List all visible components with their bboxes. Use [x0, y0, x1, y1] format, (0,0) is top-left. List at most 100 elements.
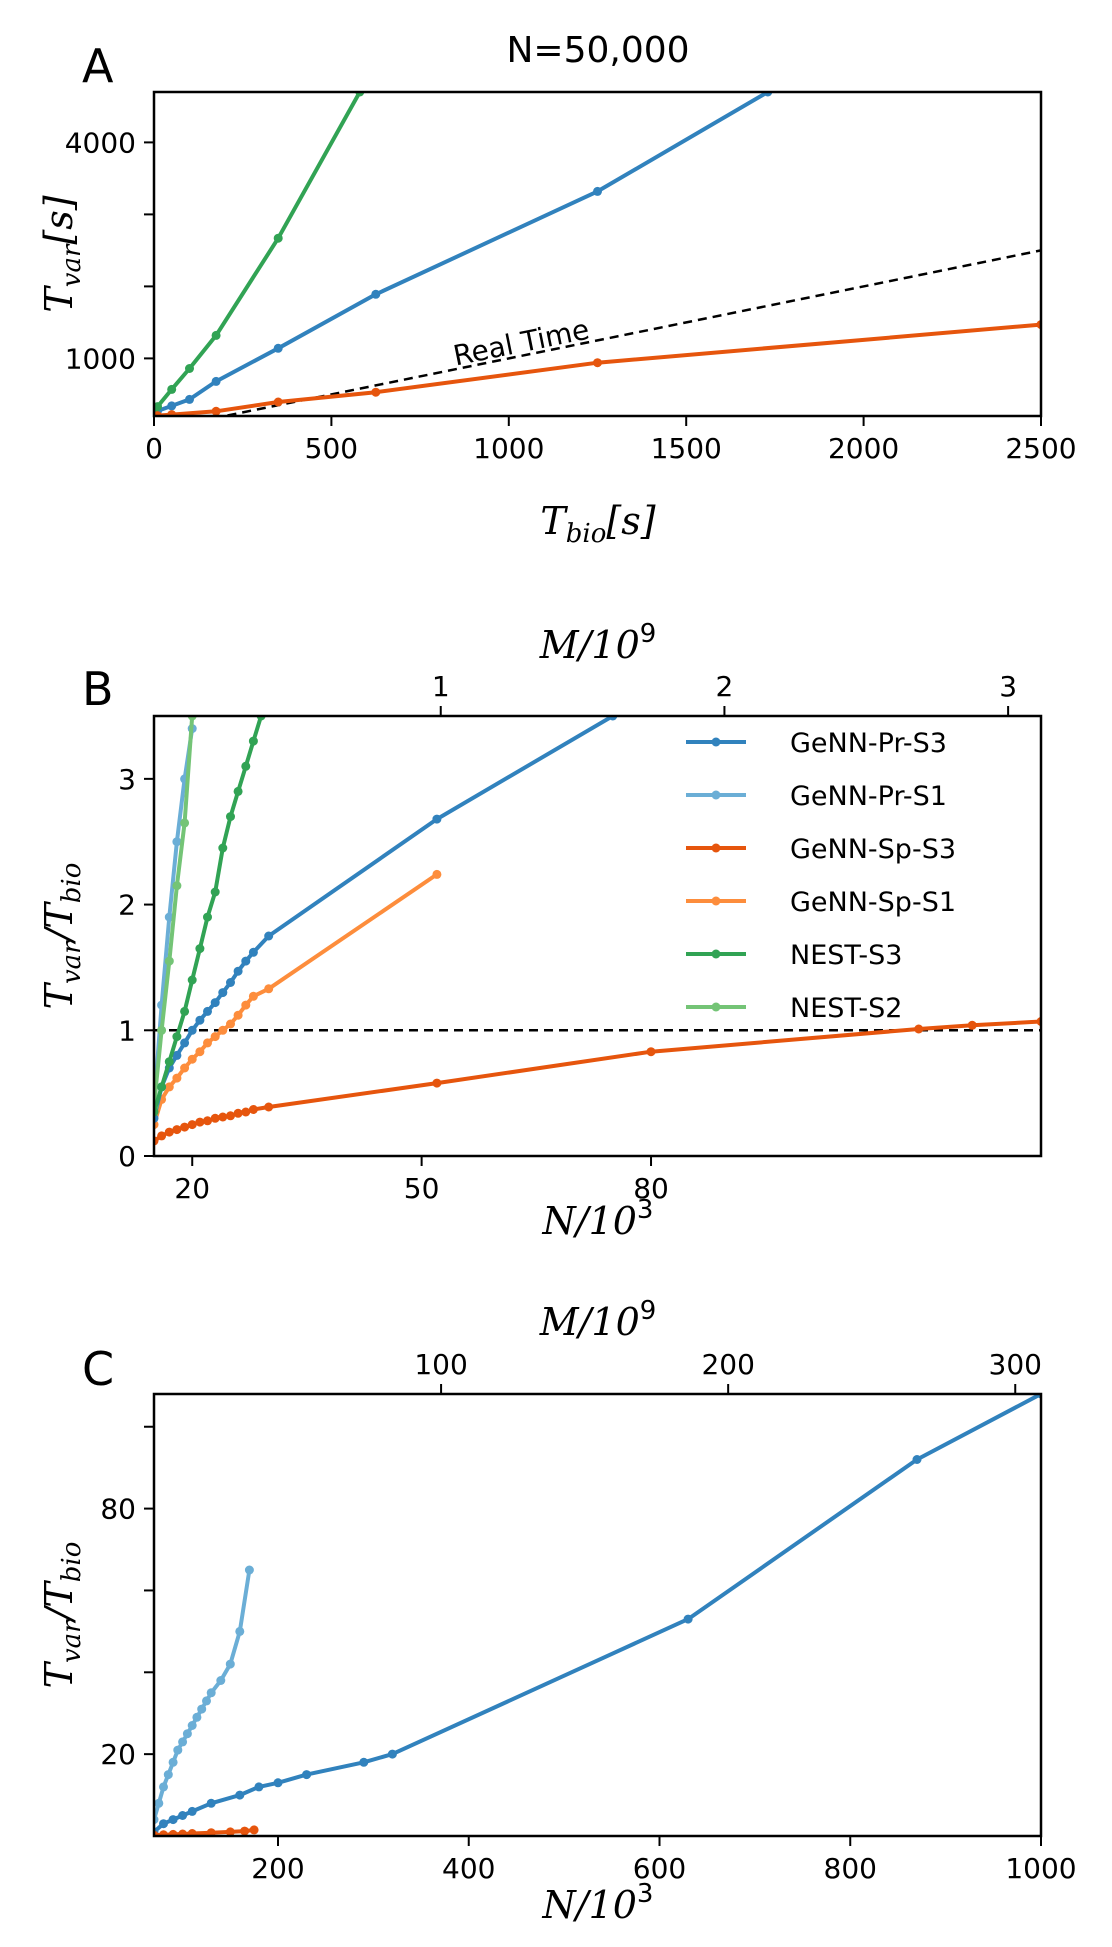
panel-c-point-genn-pr-s1	[173, 1745, 183, 1755]
panel-b-y-label-top-sub: var	[57, 940, 87, 984]
panel-b-point-nest-s3	[195, 944, 205, 954]
panel-b-point-genn-sp-s1	[264, 984, 274, 994]
panel-c-point-genn-pr-s3	[159, 1819, 168, 1829]
panel-a-x-ticks: 0 500 1000 1500 2000 2500	[145, 416, 1077, 465]
panel-b-point-genn-pr-s3	[210, 998, 220, 1008]
panel-b-point-genn-sp-s1	[226, 1019, 235, 1029]
panel-c-point-genn-pr-s3	[273, 1778, 283, 1788]
panel-c-x-tick-label: 600	[633, 1852, 686, 1885]
panel-b-point-genn-pr-s3	[432, 814, 442, 824]
panel-b-point-genn-sp-s3	[264, 1102, 274, 1112]
panel-a-title: N=50,000	[506, 30, 689, 71]
panel-c-y-label-top: T	[37, 1660, 81, 1688]
panel-c-point-genn-pr-s1	[235, 1626, 245, 1636]
panel-c-point-genn-sp-s3	[159, 1830, 168, 1836]
panel-b-point-genn-sp-s1	[195, 1047, 205, 1057]
panel-c-point-genn-pr-s1	[197, 1704, 207, 1714]
panel-c-point-genn-pr-s3	[178, 1811, 188, 1820]
panel-c-point-genn-pr-s1	[182, 1729, 192, 1739]
panel-b-x-ticks: 20 50 80	[174, 1156, 669, 1205]
panel-c-y-label: Tvar/Tbio	[37, 1542, 87, 1689]
legend-label: GeNN-Pr-S1	[790, 781, 947, 812]
panel-a-x-label-main: T	[540, 499, 568, 543]
panel-a-y-ticks: 1000 4000	[65, 126, 154, 375]
panel-c-top-tick-label: 300	[989, 1348, 1042, 1381]
panel-b-point-genn-sp-s1	[164, 1082, 174, 1092]
panel-b-point-genn-pr-s3	[248, 947, 258, 957]
panel-c-point-genn-pr-s3	[235, 1790, 245, 1800]
panel-b-x-label-exp: 3	[637, 1195, 654, 1225]
panel-c-line-genn-pr-s3	[154, 1394, 1041, 1834]
panel-c-point-genn-sp-s3	[249, 1825, 259, 1835]
panel-b-point-nest-s3	[180, 1006, 190, 1016]
panel-letter-c: C	[82, 1342, 114, 1396]
panel-b-point-genn-sp-s1	[187, 1054, 197, 1064]
panel-a-y-label-main: T	[37, 285, 81, 313]
panel-c-point-genn-pr-s1	[192, 1712, 202, 1722]
panel-b-point-genn-sp-s3	[226, 1111, 235, 1121]
panel-b-point-nest-s3	[210, 887, 220, 897]
panel-b-y-label: Tvar/Tbio	[37, 863, 87, 1010]
panel-b-point-genn-sp-s3	[195, 1117, 205, 1127]
panel-c-x-ticks: 200 400 600 800 1000	[251, 1836, 1077, 1885]
panel-b-top-x-label-main: M/10	[539, 623, 640, 667]
panel-c-top-ticks: 100 200 300	[414, 1348, 1042, 1394]
panel-a-point-genn-sp-s3	[211, 406, 221, 416]
legend-marker	[711, 896, 721, 906]
panel-c-top-x-label: M/109	[539, 1296, 657, 1344]
legend-marker	[711, 790, 721, 800]
panel-b-y-label-bottom-sub: bio	[57, 863, 87, 904]
panel-a-point-genn-sp-s3	[167, 410, 177, 416]
panel-a-y-label-sub: var	[57, 243, 87, 287]
panel-a-point-nest-s3	[273, 233, 283, 243]
panel-b-point-genn-sp-s3	[210, 1113, 220, 1123]
panel-b-point-genn-sp-s3	[241, 1107, 251, 1117]
panel-c-point-genn-pr-s1	[178, 1737, 188, 1747]
panel-b-point-genn-sp-s1	[210, 1032, 220, 1042]
panel-b-point-genn-sp-s1	[180, 1063, 190, 1073]
panel-b-point-genn-pr-s3	[195, 1015, 205, 1025]
panel-b-top-tick-label: 3	[999, 670, 1017, 703]
panel-b-top-x-label-exp: 9	[640, 619, 657, 649]
real-time-annotation: Real Time	[450, 313, 592, 373]
panel-a-series	[154, 92, 1041, 416]
panel-b-top-tick-label: 2	[716, 670, 734, 703]
panel-b-frame	[152, 714, 1043, 1158]
panel-c-point-genn-pr-s1	[244, 1565, 254, 1575]
panel-b-point-genn-sp-s1	[432, 869, 442, 879]
legend-label: GeNN-Sp-S3	[790, 834, 956, 865]
panel-b-x-tick-label: 20	[174, 1172, 210, 1205]
panel-a-line-nest-s3	[154, 92, 362, 414]
panel-a-point-genn-pr-s3	[211, 376, 221, 386]
panel-c-point-genn-pr-s3	[206, 1798, 216, 1808]
panel-b-point-nest-s3	[172, 1032, 182, 1042]
panel-a-point-genn-pr-s3	[185, 394, 194, 404]
panel-b-line-genn-sp-s1	[154, 872, 439, 1126]
panel-a-line-genn-sp-s3	[154, 322, 1041, 416]
panel-c-point-genn-pr-s1	[159, 1782, 168, 1792]
panel-c-x-tick-label: 1000	[1005, 1852, 1076, 1885]
panel-c-y-label-slash: /T	[37, 1580, 81, 1625]
panel-c-point-genn-pr-s1	[154, 1798, 164, 1808]
panel-b-y-tick-label: 2	[118, 889, 136, 922]
panel-c-y-label-bottom-sub: bio	[57, 1542, 87, 1583]
panel-c-point-genn-pr-s3	[187, 1806, 197, 1816]
panel-b-point-nest-s2	[180, 818, 190, 828]
panel-b-point-genn-sp-s1	[203, 1038, 212, 1048]
panel-b-point-genn-sp-s1	[248, 991, 258, 1001]
panel-a-x-label-sub: bio	[566, 519, 607, 549]
panel-b-point-nest-s3	[203, 912, 212, 922]
panel-b-point-genn-pr-s1	[172, 837, 182, 847]
panel-b-line-nest-s2	[154, 716, 195, 1106]
panel-c-point-genn-pr-s1	[187, 1721, 197, 1730]
panel-b-y-ticks: 0 1 2 3	[118, 763, 154, 1173]
panel-c-top-tick-label: 200	[701, 1348, 754, 1381]
panel-b-x-label-main: N/10	[542, 1199, 637, 1243]
panel-c-series	[154, 1394, 1041, 1836]
panel-b-point-nest-s2	[172, 881, 182, 891]
panel-a-x-label: Tbio[s]	[540, 499, 655, 549]
panel-b-y-tick-label: 0	[118, 1140, 136, 1173]
panel-b-point-nest-s2	[157, 1025, 167, 1035]
